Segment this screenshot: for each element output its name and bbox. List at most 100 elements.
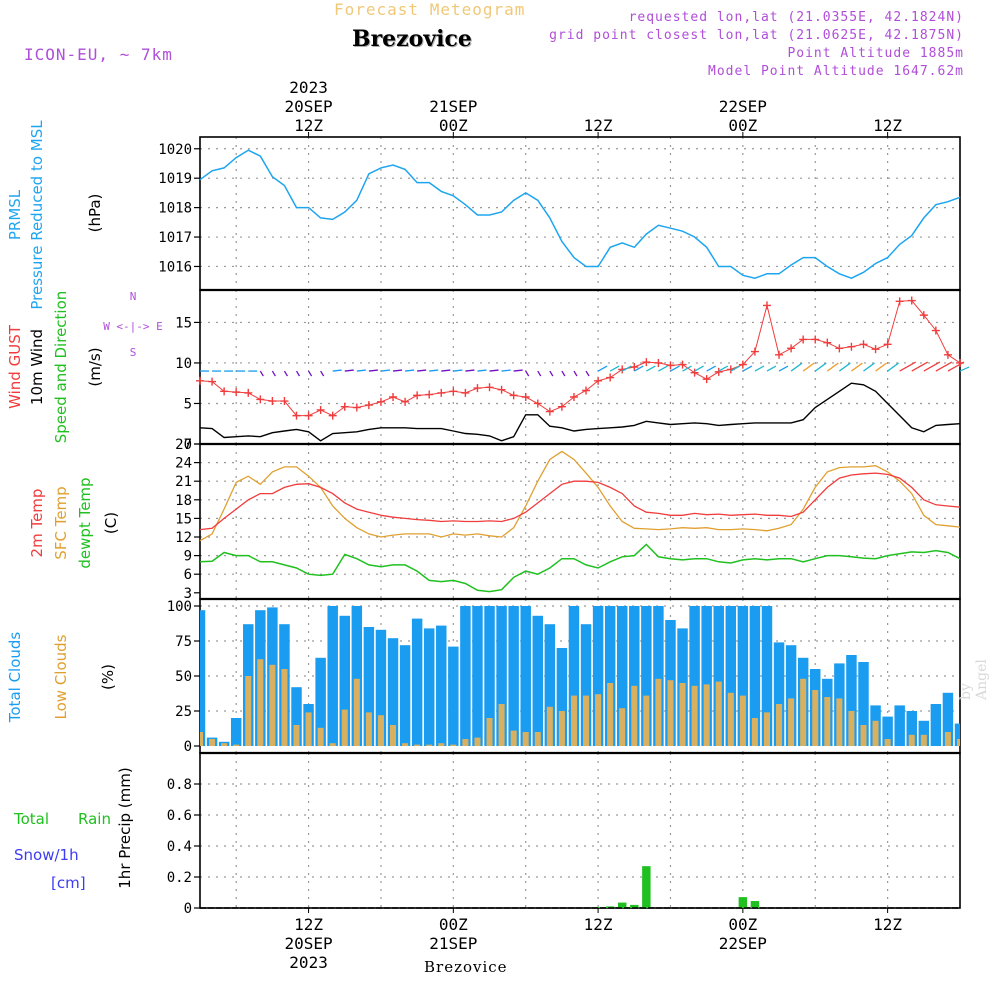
gust-marker: [316, 405, 325, 414]
y-tick-label: 25: [175, 704, 192, 720]
y-tick-label: 15: [175, 511, 192, 527]
low-cloud-bar: [498, 704, 505, 746]
temp2m-label: 2m Temp: [28, 489, 46, 558]
total-cloud-bar: [689, 606, 700, 746]
wind-direction-arrow: [549, 370, 554, 377]
gust-marker: [340, 402, 349, 411]
total-cloud-bar: [918, 720, 930, 746]
gust-marker: [738, 360, 747, 369]
gust-marker: [292, 411, 301, 420]
total-cloud-bar: [496, 606, 507, 746]
gust-marker: [196, 376, 204, 385]
time-tick-label: 00Z: [439, 915, 468, 934]
wind10-label: 10m Wind: [28, 329, 46, 405]
time-tick-label: 12Z: [294, 915, 323, 934]
y-tick-label: 3: [184, 586, 192, 602]
total-cloud-bar: [460, 606, 471, 746]
total-cloud-bar: [472, 606, 483, 746]
gust-marker: [943, 350, 952, 359]
low-cloud-bar: [221, 743, 228, 746]
total-cloud-bar: [930, 704, 942, 746]
total-cloud-bar: [544, 624, 556, 746]
low-cloud-bar: [522, 732, 529, 746]
gust-marker: [533, 399, 542, 408]
total-cloud-bar: [423, 628, 435, 746]
total-cloud-bar: [556, 648, 568, 746]
model-altitude: Model Point Altitude 1647.62m: [708, 64, 964, 79]
low-cloud-bar: [233, 744, 240, 746]
precip-unit-label: 1hr Precip (mm): [116, 767, 134, 888]
wind-direction-arrow: [513, 369, 523, 372]
wind-direction-arrow: [718, 365, 729, 372]
low-cloud-bar: [341, 709, 348, 746]
y-tick-label: 12: [175, 530, 192, 546]
low-cloud-bar: [365, 712, 372, 746]
wind-direction-arrow: [501, 369, 511, 372]
low-cloud-bar: [281, 669, 288, 746]
gust-marker: [413, 391, 422, 400]
low-cloud-bar: [848, 711, 855, 746]
gust-marker: [582, 386, 591, 395]
wind-direction-arrow: [368, 369, 378, 372]
low-cloud-bar: [751, 718, 758, 746]
wind-direction-arrow: [851, 362, 863, 372]
wind-unit-label: (m/s): [86, 347, 104, 386]
low-cloud-bar: [558, 711, 565, 746]
gust-marker: [280, 397, 289, 406]
total-cloud-bar: [387, 638, 399, 746]
precip-snow-unit: [cm]: [51, 874, 86, 892]
wind-direction-arrow: [392, 369, 403, 372]
low-cloud-bar: [763, 712, 770, 746]
time-tick-label: 12Z: [584, 915, 613, 934]
low-cloud-bar: [305, 712, 312, 746]
low-cloud-bar: [486, 718, 493, 746]
gust-marker: [461, 388, 470, 397]
low-cloud-bar: [426, 744, 433, 746]
gust-marker: [799, 335, 808, 344]
low-cloud-bar: [643, 695, 650, 746]
gust-line: [199, 299, 961, 417]
wind-direction-arrow: [283, 370, 289, 377]
time-tick-label: 12Z: [294, 116, 323, 135]
total-cloud-bar: [568, 606, 580, 746]
total-cloud-bar: [436, 625, 447, 746]
total-cloud-bar: [200, 610, 206, 746]
gust-marker: [304, 411, 313, 420]
pressure-label-msl: Pressure Reduced to MSL: [28, 120, 46, 310]
gust-marker: [569, 392, 578, 401]
time-tick-label: 21SEP: [429, 97, 477, 116]
low-cloud-bar: [245, 676, 252, 746]
wind-direction-arrow: [646, 365, 656, 372]
wind-direction-arrow: [802, 362, 815, 372]
total-cloud-bar: [448, 646, 459, 746]
y-tick-label: 0.8: [167, 777, 192, 793]
gust-marker: [485, 383, 494, 392]
total-cloud-bar: [291, 687, 302, 746]
wind-direction-arrow: [271, 370, 276, 377]
total-cloud-bar: [773, 642, 785, 746]
y-tick-label: 15: [175, 315, 192, 331]
total-cloud-bar: [411, 618, 423, 746]
low-cloud-bar: [607, 683, 614, 746]
low-cloud-bar: [510, 730, 517, 746]
total-cloud-bar: [399, 645, 411, 746]
gust-marker: [678, 360, 687, 369]
panel-wind: 0 5 10 15: [175, 289, 961, 453]
wind-direction-arrow: [742, 365, 753, 372]
y-tick-label: 0.4: [167, 839, 192, 855]
chart-title: Brezovice: [352, 26, 472, 52]
precip-total-label: Total: [13, 810, 49, 828]
wind-direction-arrow: [814, 362, 827, 372]
wind-direction-arrow: [826, 362, 839, 372]
wind-speed-direction-label: Speed and Direction: [52, 291, 70, 444]
gust-marker: [895, 297, 904, 306]
total-cloud-bar: [894, 705, 905, 746]
precip-snow-label: Snow/1h: [14, 846, 79, 864]
y-tick-label: 0: [184, 901, 192, 917]
low-cloud-bar: [800, 678, 807, 746]
wind-direction-arrow: [682, 365, 692, 372]
time-tick-label: 00Z: [728, 915, 757, 934]
time-tick-label: 20SEP: [284, 934, 332, 953]
footer-location: Brezovice: [424, 958, 508, 976]
low-cloud-bar: [884, 739, 891, 746]
